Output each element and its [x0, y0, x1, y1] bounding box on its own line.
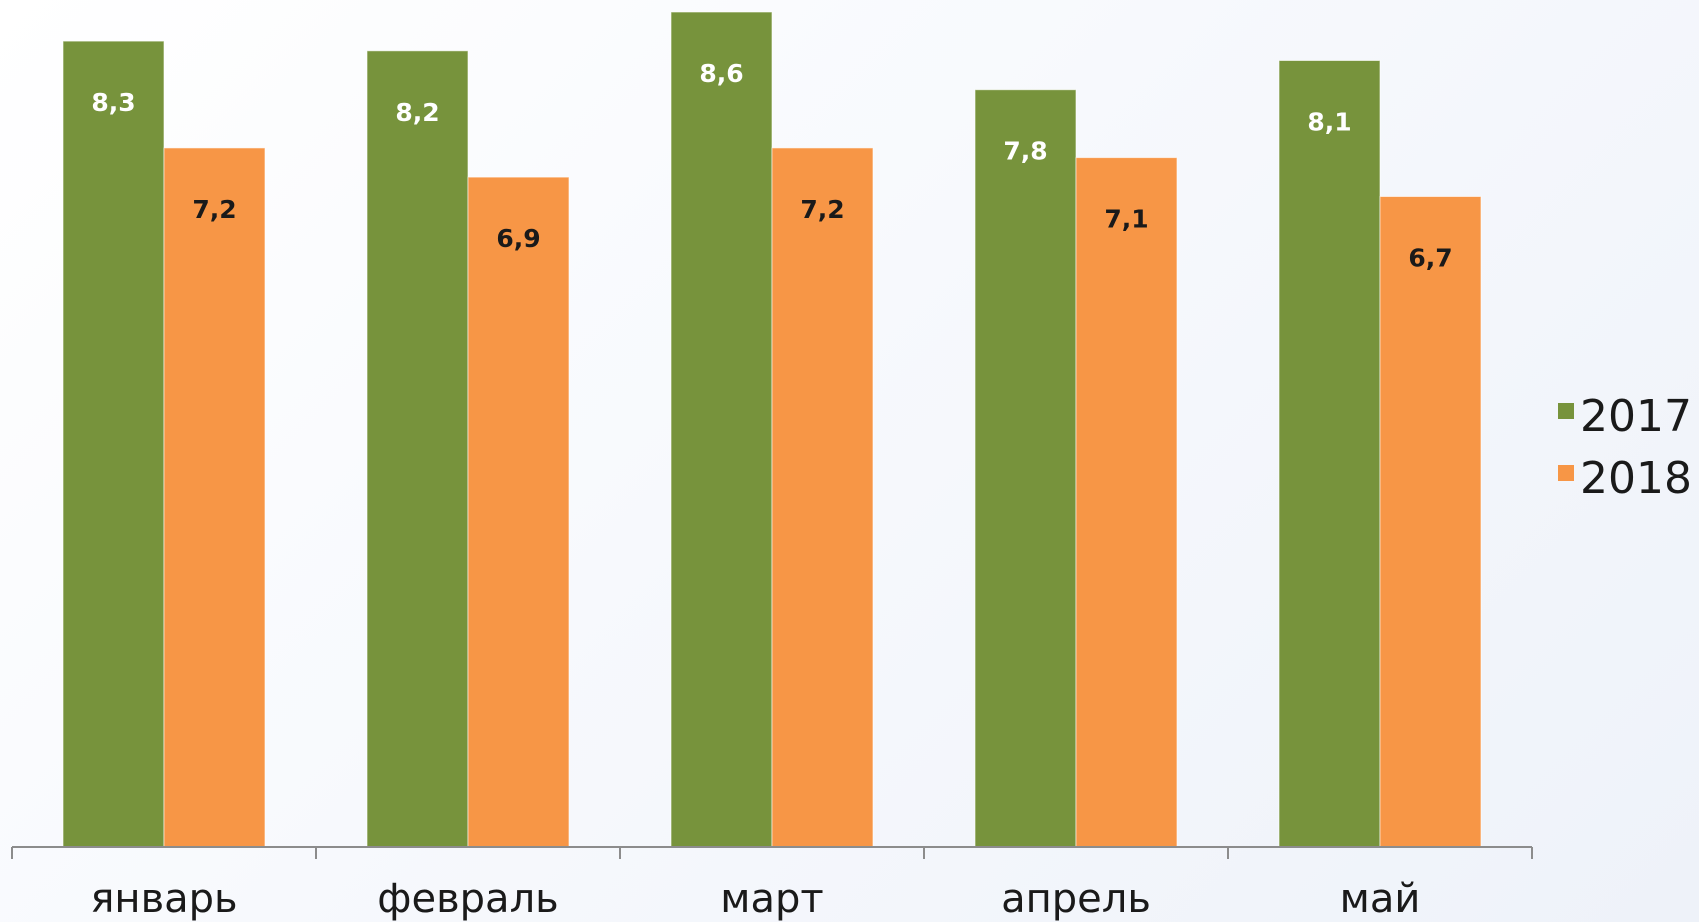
x-tick-label-1: февраль: [377, 876, 558, 922]
bar-2018-4: [1379, 196, 1482, 848]
data-label-2018-3: 7,1: [1104, 205, 1148, 234]
bar-2017-4: [1278, 60, 1381, 848]
x-tick-label-2: март: [720, 876, 823, 922]
data-label-2018-0: 7,2: [192, 195, 236, 224]
bar-2017-0: [62, 40, 165, 848]
bars-layer: [62, 11, 1482, 848]
data-label-2017-0: 8,3: [91, 88, 135, 117]
bar-2017-2: [670, 11, 773, 848]
data-label-2017-1: 8,2: [395, 98, 439, 127]
x-axis: январь февраль март апрель май: [11, 846, 1533, 922]
bar-2017-3: [974, 89, 1077, 848]
x-tick-label-3: апрель: [1001, 876, 1151, 922]
legend-label-2018: 2018: [1580, 453, 1692, 504]
data-label-2017-2: 8,6: [699, 59, 743, 88]
legend-swatch-2018: [1558, 465, 1574, 481]
x-tick-label-4: май: [1340, 876, 1421, 922]
data-labels-layer: 8,3 7,2 8,2 6,9 8,6 7,2 7,8 7,1 8,1 6,7: [91, 59, 1452, 273]
legend-label-2017: 2017: [1580, 391, 1692, 442]
bar-2018-1: [467, 176, 570, 848]
bar-2018-3: [1075, 157, 1178, 848]
data-label-2017-4: 8,1: [1307, 108, 1351, 137]
data-label-2017-3: 7,8: [1003, 137, 1047, 166]
bar-2018-0: [163, 147, 266, 848]
data-label-2018-4: 6,7: [1408, 244, 1452, 273]
data-label-2018-1: 6,9: [496, 224, 540, 253]
legend-swatch-2017: [1558, 403, 1574, 419]
data-label-2018-2: 7,2: [800, 195, 844, 224]
bar-2018-2: [771, 147, 874, 848]
legend: 2017 2018: [1558, 391, 1692, 504]
bar-2017-1: [366, 50, 469, 848]
x-tick-label-0: январь: [90, 876, 237, 922]
